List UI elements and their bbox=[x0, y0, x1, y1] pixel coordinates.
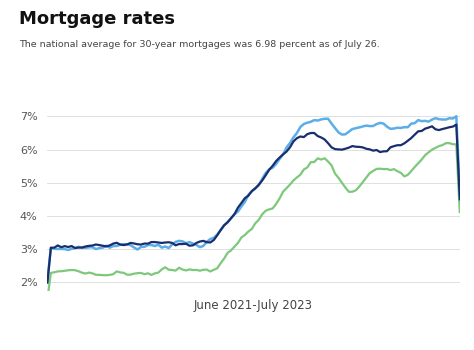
X-axis label: June 2021-July 2023: June 2021-July 2023 bbox=[194, 299, 313, 312]
Text: The national average for 30-year mortgages was 6.98 percent as of July 26.: The national average for 30-year mortgag… bbox=[19, 40, 380, 49]
Text: Mortgage rates: Mortgage rates bbox=[19, 10, 175, 28]
